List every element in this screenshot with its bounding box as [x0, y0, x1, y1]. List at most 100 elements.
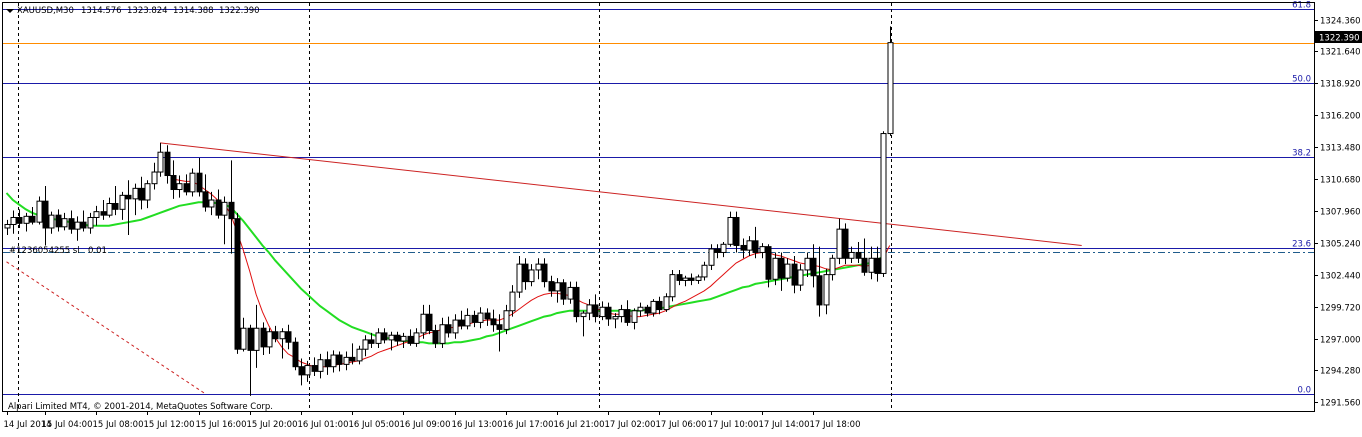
candle-body-bull: [253, 327, 260, 351]
candle-body-bull: [631, 310, 638, 323]
candle: [464, 308, 471, 330]
candle: [816, 246, 823, 317]
price-tick-label: 1297.000: [1320, 336, 1361, 346]
candle: [349, 343, 356, 365]
candle-body-bull: [10, 216, 17, 225]
candle-body-bear: [656, 300, 663, 311]
candle: [452, 314, 459, 339]
candle: [125, 180, 132, 235]
candle-body-bull: [599, 306, 606, 318]
candle: [151, 162, 158, 190]
candle: [778, 252, 785, 291]
candle-body-bull: [708, 248, 715, 266]
candle-body-bear: [368, 339, 375, 344]
candle-body-bull: [106, 203, 113, 216]
candle-body-bear: [733, 216, 740, 246]
candle: [669, 269, 676, 302]
candle: [509, 285, 516, 317]
time-tick-label: 16 Jul 13:00: [452, 420, 503, 430]
candle-body-bull: [304, 365, 311, 376]
candle: [592, 294, 599, 323]
candle: [496, 314, 503, 352]
candle-body-bear: [816, 275, 823, 306]
candle-body-bull: [554, 282, 561, 292]
candle-body-bull: [189, 172, 196, 193]
candle: [234, 212, 241, 354]
candle: [23, 212, 30, 232]
candle: [439, 317, 446, 349]
candle-body-bear: [855, 251, 862, 259]
candle-body-bull: [612, 316, 619, 320]
chart-header: XAUUSD,M30 1314.576 1323.824 1314.388 13…: [6, 6, 260, 16]
candle: [221, 196, 228, 245]
candle: [407, 329, 414, 346]
candle-body-bear: [490, 318, 497, 326]
candle-body-bull: [343, 356, 350, 365]
time-tick-label: 17 Jul 10:00: [708, 420, 759, 430]
candle-body-bull: [439, 324, 446, 344]
candle: [868, 246, 875, 280]
candle: [688, 273, 695, 286]
candle: [247, 324, 254, 396]
candle-body-bull: [650, 300, 657, 314]
candle-body-bear: [42, 200, 49, 229]
candle-body-bear: [605, 306, 612, 320]
candle-body-bear: [55, 214, 62, 228]
candle: [855, 241, 862, 263]
candle-body-bear: [458, 319, 465, 327]
candle: [176, 175, 183, 198]
candle-body-bear: [407, 335, 414, 344]
candle: [388, 331, 395, 351]
candle: [823, 268, 830, 315]
candle: [759, 243, 766, 259]
candle-body-bear: [445, 324, 452, 334]
candle: [42, 186, 49, 246]
dropdown-triangle-icon[interactable]: [6, 9, 14, 13]
current-price-box: [1315, 31, 1362, 43]
candle: [330, 350, 337, 373]
candle: [708, 244, 715, 270]
time-tick-label: 16 Jul 21:00: [554, 420, 605, 430]
candle: [324, 351, 331, 375]
candle: [48, 211, 55, 234]
order-label[interactable]: #1236054255 sl 0.01: [9, 246, 107, 256]
candle: [752, 226, 759, 259]
candle: [183, 174, 190, 196]
candle-body-bear: [68, 218, 75, 230]
price-tick-label: 1316.200: [1320, 112, 1361, 122]
fib-level-label: 61.8: [1292, 1, 1311, 11]
candle-body-bull: [804, 257, 811, 271]
candle: [861, 238, 868, 276]
candle-body-bear: [298, 366, 305, 376]
candle: [733, 211, 740, 253]
candle: [208, 191, 215, 216]
candle-body-bear: [80, 221, 87, 229]
candle: [765, 244, 772, 288]
candle-body-bear: [324, 359, 331, 368]
candle: [836, 218, 843, 265]
candle: [586, 299, 593, 321]
candle: [567, 281, 574, 304]
candle: [420, 304, 427, 339]
candle-body-bull: [829, 257, 836, 276]
price-axis: 1324.360 1321.640 1318.920 1316.200 1313.480…: [1314, 17, 1361, 409]
candle-body-bear: [861, 257, 868, 273]
order-id: #1236054255 sl: [9, 246, 80, 256]
current-price-label: 1322.390: [1319, 34, 1360, 44]
time-tick-label: 15 Jul 08:00: [93, 420, 144, 430]
candle-body-bull: [317, 359, 324, 372]
candle-body-bear: [842, 228, 849, 259]
candle: [887, 26, 894, 136]
candle: [541, 258, 548, 288]
candle-body-bull: [880, 133, 887, 274]
candle-body-bear: [496, 324, 503, 330]
candle: [298, 358, 305, 386]
candle: [10, 210, 17, 234]
time-tick-label: 17 Jul 06:00: [656, 420, 707, 430]
candle-body-bull: [759, 246, 766, 253]
time-tick-label: 17 Jul 14:00: [759, 420, 810, 430]
candle-body-bull: [420, 313, 427, 334]
candle: [522, 258, 529, 290]
time-tick-label: 17 Jul 18:00: [810, 420, 861, 430]
